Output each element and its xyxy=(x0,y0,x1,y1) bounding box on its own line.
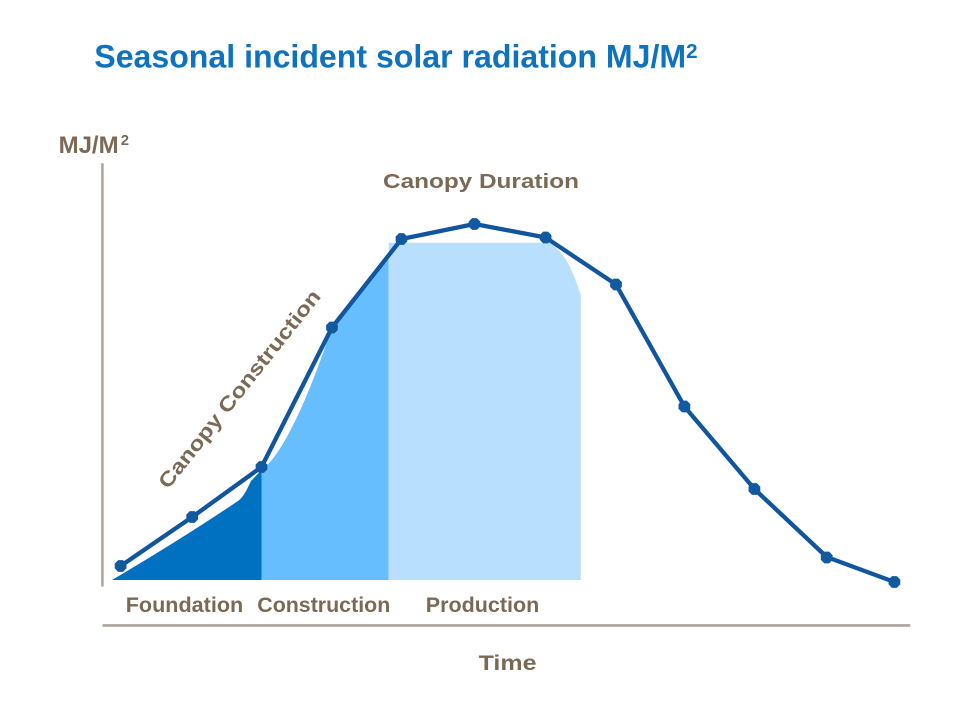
svg-text:Seasonal incident solar radiat: Seasonal incident solar radiation MJ/M2 xyxy=(94,39,697,75)
svg-text:MJ/M2: MJ/M 2 xyxy=(59,132,129,159)
svg-text:Production: Production xyxy=(426,594,540,617)
svg-text:Time: Time xyxy=(479,652,537,675)
svg-text:Canopy Duration: Canopy Duration xyxy=(383,170,579,193)
svg-text:Construction: Construction xyxy=(257,594,390,617)
svg-text:Foundation: Foundation xyxy=(126,594,244,617)
